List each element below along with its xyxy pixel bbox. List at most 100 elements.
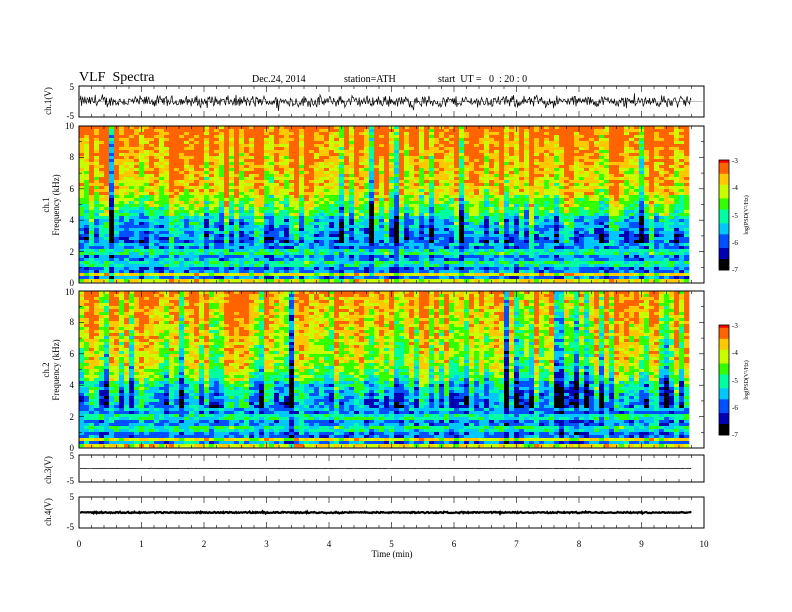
- spectrogram-cell: [489, 162, 495, 166]
- spectrogram-cell: [504, 216, 510, 220]
- spectrogram-cell: [494, 267, 500, 271]
- spectrogram-cell: [504, 276, 510, 280]
- spectrogram-cell: [374, 150, 380, 154]
- spectrogram-cell: [324, 276, 330, 280]
- spectrogram-cell: [249, 234, 255, 238]
- spectrogram-cell: [104, 168, 110, 172]
- spectrogram-cell: [524, 276, 530, 280]
- spectrogram-cell: [179, 249, 185, 253]
- spectrogram-cell: [334, 228, 340, 232]
- spectrogram-cell: [144, 261, 150, 265]
- spectrogram-cell: [114, 219, 120, 223]
- spectrogram-cell: [154, 165, 160, 169]
- spectrogram-cell: [139, 264, 145, 268]
- spectrogram-cell: [439, 162, 445, 166]
- spectrogram-cell: [134, 267, 140, 271]
- spectrogram-cell: [439, 156, 445, 160]
- spectrogram-cell: [499, 234, 505, 238]
- spectrogram-cell: [479, 189, 485, 193]
- spectrogram-cell: [269, 234, 275, 238]
- spectrogram-cell: [494, 162, 500, 166]
- spectrogram-cell: [184, 207, 190, 211]
- spectrogram-cell: [229, 132, 235, 136]
- spectrogram-cell: [409, 189, 415, 193]
- spectrogram-cell: [284, 129, 290, 133]
- spectrogram-cell: [224, 276, 230, 280]
- ch1-spectrogram-panel: 0 2 4 6 8 10 ch.1 Frequency (kHz): [41, 121, 705, 288]
- spectrogram-cell: [294, 162, 300, 166]
- spectrogram-cell: [379, 186, 385, 190]
- spectrogram-cell: [449, 126, 455, 130]
- spectrogram-cell: [534, 261, 540, 265]
- spectrogram-cell: [464, 240, 470, 244]
- spectrogram-cell: [359, 267, 365, 271]
- spectrogram-cell: [354, 126, 360, 130]
- spectrogram-cell: [414, 192, 420, 196]
- spectrogram-cell: [184, 225, 190, 229]
- spectrogram-cell: [389, 252, 395, 256]
- spectrogram-cell: [374, 222, 380, 226]
- spectrogram-cell: [409, 204, 415, 208]
- spectrogram-cell: [134, 141, 140, 145]
- spectrogram-cell: [454, 219, 460, 223]
- spectrogram-cell: [454, 243, 460, 247]
- spectrogram-cell: [359, 171, 365, 175]
- spectrogram-cell: [414, 156, 420, 160]
- spectrogram-cell: [499, 192, 505, 196]
- spectrogram-cell: [399, 231, 405, 235]
- spectrogram-cell: [119, 219, 125, 223]
- spectrogram-cell: [464, 186, 470, 190]
- spectrogram-cell: [499, 198, 505, 202]
- spectrogram-cell: [94, 276, 100, 280]
- spectrogram-cell: [179, 273, 185, 277]
- spectrogram-cell: [129, 219, 135, 223]
- spectrogram-cell: [194, 165, 200, 169]
- spectrogram-cell: [484, 249, 490, 253]
- spectrogram-cell: [344, 246, 350, 250]
- spectrogram-cell: [429, 144, 435, 148]
- spectrogram-cell: [404, 138, 410, 142]
- spectrogram-cell: [79, 267, 85, 271]
- spectrogram-cell: [279, 201, 285, 205]
- spectrogram-cell: [189, 270, 195, 274]
- spectrogram-cell: [259, 216, 265, 220]
- spectrogram-cell: [164, 264, 170, 268]
- spectrogram-cell: [394, 162, 400, 166]
- spectrogram-cell: [334, 135, 340, 139]
- spectrogram-cell: [159, 174, 165, 178]
- spectrogram-cell: [304, 171, 310, 175]
- spectrogram-cell: [434, 210, 440, 214]
- spectrogram-cell: [429, 189, 435, 193]
- spectrogram-cell: [439, 237, 445, 241]
- spectrogram-cell: [214, 258, 220, 262]
- spectrogram-cell: [154, 126, 160, 130]
- spectrogram-cell: [394, 264, 400, 268]
- spectrogram-cell: [379, 258, 385, 262]
- spectrogram-cell: [384, 243, 390, 247]
- spectrogram-cell: [484, 153, 490, 157]
- spectrogram-cell: [389, 210, 395, 214]
- spectrogram-cell: [304, 177, 310, 181]
- spectrogram-cell: [294, 156, 300, 160]
- spectrogram-cell: [264, 153, 270, 157]
- spectrogram-cell: [439, 135, 445, 139]
- spectrogram-cell: [364, 165, 370, 169]
- spectrogram-cell: [529, 243, 535, 247]
- spectrogram-cell: [379, 177, 385, 181]
- spectrogram-cell: [274, 174, 280, 178]
- spectrogram-cell: [249, 171, 255, 175]
- spectrogram-cell: [354, 210, 360, 214]
- spectrogram-cell: [329, 189, 335, 193]
- spectrogram-cell: [509, 147, 515, 151]
- spectrogram-cell: [364, 162, 370, 166]
- spectrogram-cell: [84, 156, 90, 160]
- spectrogram-cell: [549, 279, 555, 283]
- spectrogram-cell: [429, 243, 435, 247]
- spectrogram-cell: [139, 171, 145, 175]
- spectrogram-cell: [174, 192, 180, 196]
- spectrogram-cell: [549, 222, 555, 226]
- spectrogram-cell: [89, 237, 95, 241]
- spectrogram-cell: [229, 162, 235, 166]
- spectrogram-cell: [334, 255, 340, 259]
- spectrogram-cell: [209, 195, 215, 199]
